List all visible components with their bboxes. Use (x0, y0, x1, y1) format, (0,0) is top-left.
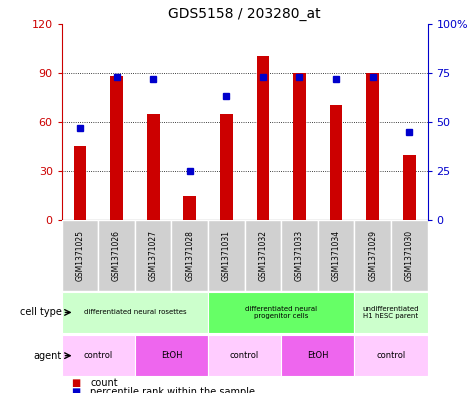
Bar (220, 114, 233, 220)
Text: GSM1371030: GSM1371030 (405, 230, 414, 281)
Text: GSM1371034: GSM1371034 (332, 230, 341, 281)
Bar (281, 220, 318, 291)
Bar (293, 73, 306, 220)
Bar (318, 220, 354, 291)
Title: GDS5158 / 203280_at: GDS5158 / 203280_at (168, 7, 321, 21)
Text: agent: agent (34, 351, 62, 361)
Bar (354, 220, 391, 291)
Text: control: control (376, 351, 406, 360)
Text: GSM1371029: GSM1371029 (368, 230, 377, 281)
Bar (62, 220, 98, 291)
Bar (110, 76, 123, 220)
Bar (171, 220, 208, 291)
Text: GSM1371025: GSM1371025 (76, 230, 85, 281)
Bar (208, 220, 245, 291)
Text: control: control (84, 351, 113, 360)
Text: GSM1371031: GSM1371031 (222, 230, 231, 281)
Text: undifferentiated
H1 hESC parent: undifferentiated H1 hESC parent (363, 306, 419, 319)
Bar (256, 56, 269, 220)
Bar (74, 147, 86, 220)
Text: control: control (230, 351, 259, 360)
Text: GSM1371032: GSM1371032 (258, 230, 267, 281)
Bar (62, 335, 135, 376)
Text: differentiated neural
progenitor cells: differentiated neural progenitor cells (245, 306, 317, 319)
Bar (366, 73, 379, 220)
Bar (354, 292, 428, 333)
Bar (245, 220, 281, 291)
Text: GSM1371026: GSM1371026 (112, 230, 121, 281)
Bar (354, 335, 428, 376)
Bar (183, 195, 196, 220)
Text: ■: ■ (71, 378, 80, 388)
Bar (135, 220, 171, 291)
Text: GSM1371033: GSM1371033 (295, 230, 304, 281)
Text: count: count (90, 378, 118, 388)
Bar (391, 220, 428, 291)
Bar (208, 292, 354, 333)
Bar (281, 335, 354, 376)
Bar (62, 292, 208, 333)
Text: EtOH: EtOH (307, 351, 329, 360)
Text: cell type: cell type (20, 307, 62, 318)
Text: EtOH: EtOH (161, 351, 182, 360)
Bar (208, 335, 281, 376)
Text: GSM1371027: GSM1371027 (149, 230, 158, 281)
Bar (330, 105, 342, 220)
Bar (135, 335, 208, 376)
Bar (98, 220, 135, 291)
Text: ■: ■ (71, 387, 80, 393)
Text: percentile rank within the sample: percentile rank within the sample (90, 387, 255, 393)
Bar (403, 154, 416, 220)
Text: GSM1371028: GSM1371028 (185, 230, 194, 281)
Text: differentiated neural rosettes: differentiated neural rosettes (84, 309, 186, 316)
Bar (147, 114, 160, 220)
